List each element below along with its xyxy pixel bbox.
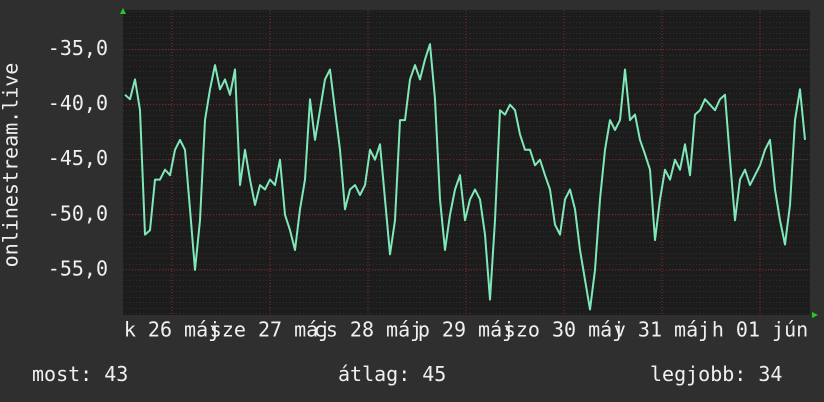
stat-value: 45 xyxy=(422,362,446,386)
stat-label: legjobb: xyxy=(650,362,746,386)
axis-arrow xyxy=(812,312,818,318)
x-tick-label: p 29 máj xyxy=(418,318,514,342)
stat-text: most: 43 xyxy=(32,362,128,386)
stat-label: most: xyxy=(32,362,92,386)
stats: most: 43 átlag: 45 legjobb: 34 xyxy=(32,362,782,386)
data-line xyxy=(124,43,806,311)
minor-grid xyxy=(123,10,810,315)
stat-text: átlag: 45 xyxy=(338,362,446,386)
stat-label: átlag: xyxy=(338,362,410,386)
x-tick-label: h 01 jún xyxy=(712,318,808,342)
x-tick-label: cs 28 máj xyxy=(314,318,422,342)
stat-value: 34 xyxy=(758,362,782,386)
y-axis-label: onlinestream.live xyxy=(0,63,23,268)
x-tick-label: k 26 máj xyxy=(124,318,220,342)
y-tick-label: -40,0 xyxy=(48,91,108,115)
y-tick-label: -55,0 xyxy=(48,256,108,280)
y-tick-label: -45,0 xyxy=(48,146,108,170)
y-tick-label: -35,0 xyxy=(48,36,108,60)
x-tick-label: sze 27 máj xyxy=(210,318,330,342)
axis-arrow xyxy=(120,8,126,14)
x-tick-label: szo 30 máj xyxy=(504,318,624,342)
x-tick-label: v 31 máj xyxy=(614,318,710,342)
stat-value: 43 xyxy=(104,362,128,386)
stat-text: legjobb: 34 xyxy=(650,362,782,386)
y-tick-label: -50,0 xyxy=(48,201,108,225)
